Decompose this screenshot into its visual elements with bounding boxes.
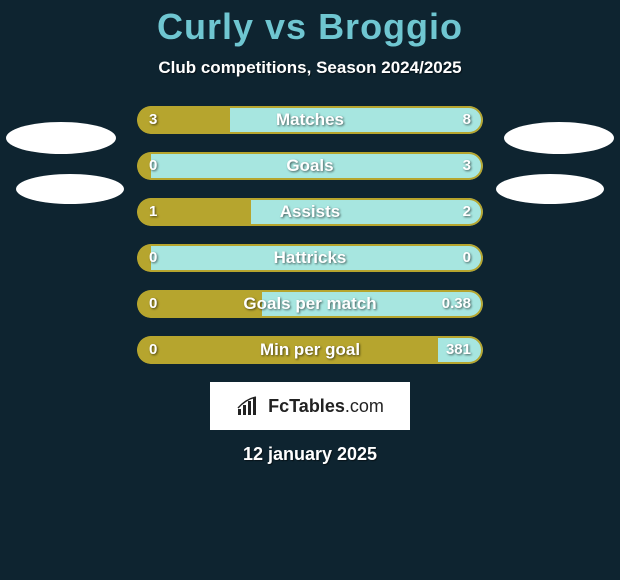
stat-value-left: 0	[149, 152, 157, 180]
source-logo-text: FcTables.com	[268, 396, 384, 417]
stat-value-right: 0	[463, 244, 471, 272]
stat-value-left: 0	[149, 290, 157, 318]
fctables-icon	[236, 395, 264, 417]
subtitle: Club competitions, Season 2024/2025	[0, 58, 620, 78]
stat-row: Matches3 8	[137, 106, 483, 134]
snapshot-date: 12 january 2025	[0, 444, 620, 465]
stat-value-right: 3	[463, 152, 471, 180]
stat-label: Goals per match	[137, 290, 483, 318]
source-logo: FcTables.com	[210, 382, 410, 430]
player-left-name: Curly	[157, 6, 254, 47]
stat-value-right: 2	[463, 198, 471, 226]
stats-bars: Matches38Goals03Assists12Hattricks00Goal…	[0, 106, 620, 364]
stat-value-left: 0	[149, 244, 157, 272]
stat-label: Matches	[137, 106, 483, 134]
stat-value-left: 3	[149, 106, 157, 134]
stat-value-right: 381	[446, 336, 471, 364]
player-right-name: Broggio	[318, 6, 463, 47]
stat-value-right: 0.38	[442, 290, 471, 318]
stat-row: Min per goal0 381	[137, 336, 483, 364]
logo-ext: .com	[345, 396, 384, 416]
logo-brand: FcTables	[268, 396, 345, 416]
stat-label: Assists	[137, 198, 483, 226]
stat-row: Hattricks0 0	[137, 244, 483, 272]
title-vs: vs	[265, 6, 307, 47]
stat-row: Goals0 3	[137, 152, 483, 180]
stat-label: Hattricks	[137, 244, 483, 272]
stat-value-left: 1	[149, 198, 157, 226]
stat-row: Assists1 2	[137, 198, 483, 226]
stat-label: Goals	[137, 152, 483, 180]
stat-row: Goals per match0 0.38	[137, 290, 483, 318]
stat-value-right: 8	[463, 106, 471, 134]
stat-label: Min per goal	[137, 336, 483, 364]
comparison-infographic: Curly vs Broggio Club competitions, Seas…	[0, 0, 620, 580]
page-title: Curly vs Broggio	[0, 0, 620, 48]
stat-value-left: 0	[149, 336, 157, 364]
